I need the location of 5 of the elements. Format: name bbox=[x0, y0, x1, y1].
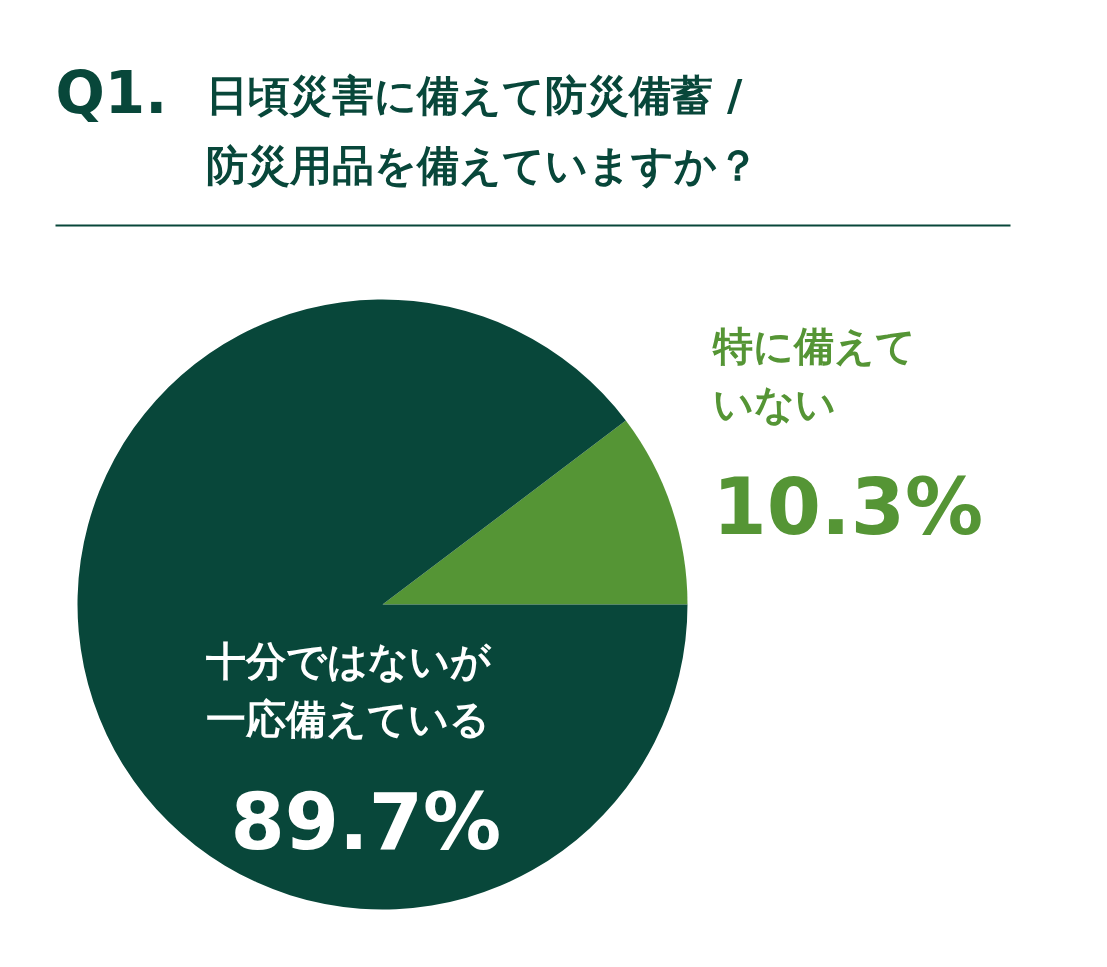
slice-label: 十分ではないが一応備えている bbox=[205, 637, 492, 742]
data-label: 89.7% bbox=[230, 776, 502, 867]
chart-title: Q1. 日頃災害に備えて防災備蓄 / 防災用品を備えていますか？ bbox=[55, 58, 759, 190]
slice-label: 特に備えていない bbox=[711, 322, 916, 427]
data-label: 10.3% bbox=[712, 461, 984, 552]
